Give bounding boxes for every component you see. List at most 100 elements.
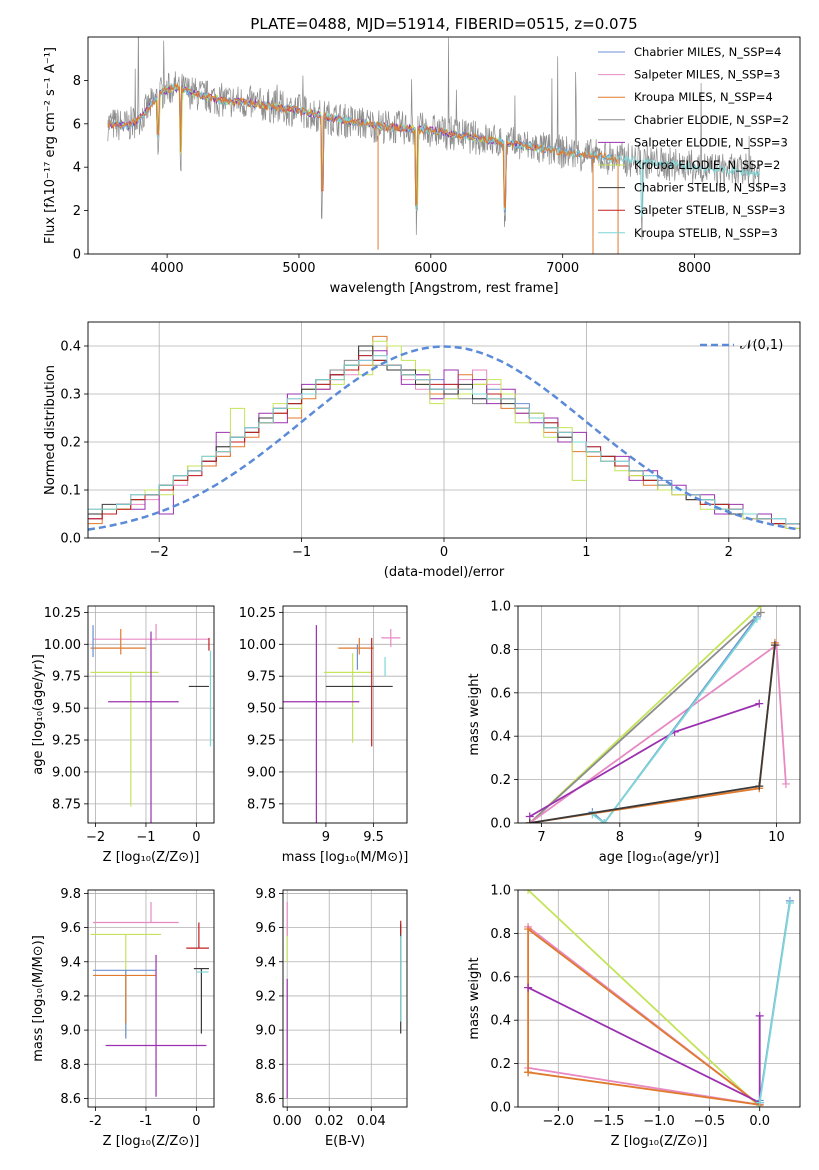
axes-frame xyxy=(87,36,801,255)
y-tick-label: 0.1 xyxy=(60,484,81,499)
x-tick-label: 7 xyxy=(537,830,545,845)
y-tick-label: 9.2 xyxy=(60,989,81,1004)
x-tick-label: 5000 xyxy=(282,261,315,276)
x-axis-label: (data-model)/error xyxy=(384,565,505,580)
x-tick-label: 1 xyxy=(582,545,590,560)
legend-label: Kroupa MILES, N_SSP=4 xyxy=(634,90,773,104)
axes-frame xyxy=(87,605,215,824)
weight-line-salpeter_miles xyxy=(529,643,787,823)
y-axis-label: age [log₁₀(age/yr)] xyxy=(31,654,46,775)
x-tick-label: 9 xyxy=(694,830,702,845)
y-tick-label: 8.6 xyxy=(60,1092,81,1107)
x-axis-label: mass [log₁₀(M/M⊙)] xyxy=(282,850,409,865)
x-tick-label: −1.5 xyxy=(593,1114,625,1129)
y-tick-label: 9.0 xyxy=(60,1024,81,1039)
y-tick-label: 8.75 xyxy=(247,797,276,812)
axes-frame xyxy=(517,605,801,824)
weight-point-kroupa_stelib xyxy=(785,899,794,908)
x-tick-label: −2 xyxy=(86,830,105,845)
y-tick-label: 0.0 xyxy=(60,532,81,547)
axes-frame xyxy=(517,889,801,1108)
weight-point-kroupa_elodie xyxy=(524,890,533,894)
y-tick-label: 9.25 xyxy=(247,734,276,749)
legend-label: Chabrier ELODIE, N_SSP=2 xyxy=(634,113,789,127)
y-tick-label: 0.0 xyxy=(490,817,511,832)
plot-area xyxy=(283,606,407,823)
x-tick-label: 8 xyxy=(616,830,624,845)
axes-frame xyxy=(282,889,408,1108)
x-tick-label: 10 xyxy=(768,830,785,845)
weight-point-chabrier_stelib xyxy=(770,641,779,650)
y-tick-label: 9.6 xyxy=(60,921,81,936)
plot-area xyxy=(283,890,407,1107)
x-tick-label: 7000 xyxy=(546,261,579,276)
x-tick-label: −1.0 xyxy=(643,1114,675,1129)
x-tick-label: 9.5 xyxy=(363,830,384,845)
x-axis-label: wavelength [Angstrom, rest frame] xyxy=(330,281,559,296)
legend-label: Salpeter ELODIE, N_SSP=3 xyxy=(634,135,788,149)
y-tick-label: 9.2 xyxy=(255,989,276,1004)
weight-point-chabrier_stelib xyxy=(525,819,534,823)
weight-line-kroupa_miles xyxy=(527,927,763,1107)
legend-label: Kroupa ELODIE, N_SSP=2 xyxy=(634,158,780,172)
panel-mass_vs_Z: -2 -1 0 8.6 8.8 9.0 9.2 9.4 9.6 9.8 Z [log₁₀(Z/Z⊙)… xyxy=(31,887,215,1149)
y-tick-label: 10.00 xyxy=(239,638,276,653)
axes-frame xyxy=(87,321,801,539)
legend-label: Kroupa STELIB, N_SSP=3 xyxy=(634,226,778,240)
y-tick-label: 10.00 xyxy=(44,638,81,653)
weight-point-salpeter_elodie xyxy=(524,983,533,992)
x-tick-label: 9 xyxy=(322,830,330,845)
y-tick-label: 9.8 xyxy=(60,887,81,902)
x-tick-label: -1 xyxy=(139,1114,152,1129)
weight-point-salpeter_elodie xyxy=(755,699,764,708)
legend-label: Chabrier MILES, N_SSP=4 xyxy=(634,45,781,59)
normal-curve xyxy=(88,345,800,531)
y-tick-label: 9.50 xyxy=(247,702,276,717)
legend-label: 𝒩(0,1) xyxy=(740,338,783,353)
y-tick-label: 0.2 xyxy=(490,773,511,788)
y-tick-label: 0.8 xyxy=(490,643,511,658)
weight-line-kroupa_elodie xyxy=(527,890,761,1107)
weight-point-salpeter_elodie xyxy=(755,1011,764,1020)
x-tick-label: 2 xyxy=(725,545,733,560)
weight-line-chabrier_elodie xyxy=(529,611,762,823)
plot-area xyxy=(88,322,800,538)
x-tick-label: 0.0 xyxy=(749,1114,770,1129)
y-tick-label: 8.8 xyxy=(255,1058,276,1073)
weight-line-kroupa_stelib xyxy=(591,618,758,823)
weight-line-kroupa_stelib xyxy=(758,902,791,1103)
weight-point-kroupa_stelib xyxy=(752,615,761,624)
plot-area xyxy=(107,37,761,254)
weight-point-chabrier_stelib xyxy=(755,782,764,791)
plot-area xyxy=(518,890,800,1107)
panel-residuals: −2 −1 0 1 2 0.0 0.1 0.2 0.3 0.4 (data-model)/error… xyxy=(43,321,801,580)
x-axis-label: E(B-V) xyxy=(325,1134,365,1149)
y-tick-label: 4 xyxy=(73,161,81,176)
x-tick-label: 0 xyxy=(192,830,200,845)
x-tick-label: -2 xyxy=(89,1114,102,1129)
y-tick-label: 9.0 xyxy=(255,1024,276,1039)
histogram-kroupa_stelib xyxy=(88,355,800,538)
weight-line-salpeter_elodie xyxy=(529,702,760,818)
x-tick-label: 0.04 xyxy=(357,1114,386,1129)
panel-age_vs_Z: −2 −1 0 8.75 9.00 9.25 9.50 9.75 10.00 10.25 Z [lo… xyxy=(31,605,215,865)
y-tick-label: 1.0 xyxy=(490,884,511,899)
y-tick-label: 9.6 xyxy=(255,921,276,936)
x-tick-label: 8000 xyxy=(678,261,711,276)
weight-point-kroupa_miles xyxy=(524,925,533,934)
x-axis-label: Z [log₁₀(Z/Z⊙)] xyxy=(103,1134,200,1149)
weight-point-kroupa_stelib xyxy=(755,1098,764,1107)
y-tick-label: 8.8 xyxy=(60,1058,81,1073)
legend-label: Chabrier STELIB, N_SSP=3 xyxy=(634,181,786,195)
weight-point-kroupa_stelib xyxy=(600,819,609,823)
x-tick-label: 0.00 xyxy=(273,1114,302,1129)
x-tick-label: −2 xyxy=(150,545,169,560)
y-axis-label: Flux [fλ10⁻¹⁷ erg cm⁻² s⁻¹ A⁻¹] xyxy=(43,47,58,244)
y-tick-label: 0.6 xyxy=(490,970,511,985)
y-axis-label: mass [log₁₀(M/M⊙)] xyxy=(31,935,46,1062)
y-tick-label: 0.4 xyxy=(60,340,81,355)
y-tick-label: 9.4 xyxy=(60,955,81,970)
x-axis-label: age [log₁₀(age/yr)] xyxy=(599,850,720,865)
y-tick-label: 10.25 xyxy=(239,606,276,621)
